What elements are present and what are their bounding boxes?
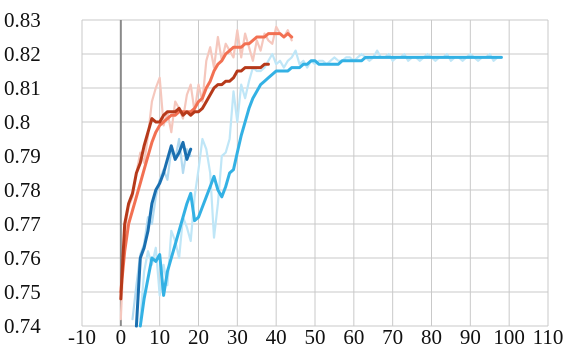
series-line-7 [134,140,193,328]
series-line-1 [119,25,293,321]
x-tick-label: 0 [116,325,127,349]
x-tick-label: 30 [227,325,248,349]
x-tick-label: 100 [493,325,525,349]
x-tick-label: -10 [68,325,96,349]
x-tick-label: 20 [188,325,209,349]
y-tick-label: 0.77 [4,212,41,236]
x-tick-label: 40 [266,325,287,349]
series-line-4 [119,32,294,294]
y-tick-label: 0.76 [4,246,41,270]
y-tick-label: 0.81 [4,76,41,100]
series-line-6 [138,55,503,328]
y-tick-label: 0.74 [4,314,41,338]
series-layer [119,25,503,328]
y-tick-label: 0.82 [4,42,41,66]
x-tick-label: 70 [382,325,403,349]
x-tick-label: 50 [305,325,326,349]
series-line-5 [119,62,270,301]
y-tick-label: 0.79 [4,144,41,168]
x-tick-label: 10 [149,325,170,349]
x-tick-label: 90 [460,325,481,349]
vertical-gridlines [81,20,549,326]
y-axis-tick-labels: 0.74 0.75 0.76 0.77 0.78 0.79 0.8 0.81 0.82 0.83 [4,8,41,338]
y-tick-label: 0.78 [4,178,41,202]
x-tick-label: 60 [343,325,364,349]
y-tick-label: 0.75 [4,280,41,304]
y-tick-label: 0.83 [4,8,41,32]
x-tick-label: 110 [533,325,564,349]
y-tick-label: 0.8 [4,110,30,134]
series-line-2 [139,49,503,321]
x-tick-label: 80 [421,325,442,349]
x-axis-tick-labels: -10 0 10 20 30 40 50 60 70 80 90 100 110 [68,325,563,349]
